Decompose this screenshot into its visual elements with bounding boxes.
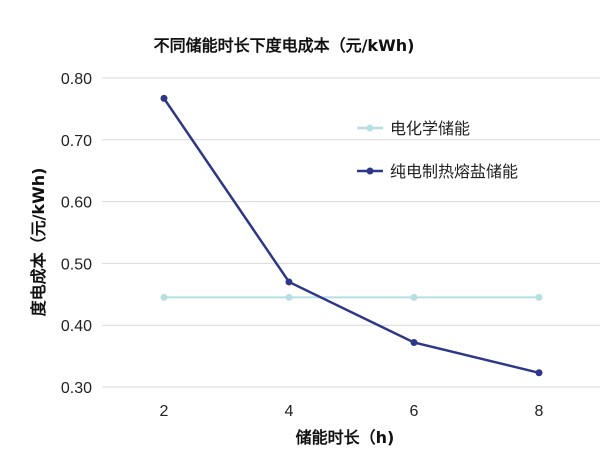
data-point: [535, 293, 543, 301]
y-axis-title: 度电成本（元/kWh): [29, 168, 48, 317]
data-point: [160, 293, 168, 301]
x-axis-ticks: 2 4 6 8: [160, 403, 544, 420]
y-tick-label: 0.60: [61, 195, 92, 212]
x-tick-label: 2: [160, 403, 169, 420]
legend-swatch-marker: [366, 124, 374, 132]
series-layer: [160, 94, 543, 377]
legend-label: 纯电制热熔盐储能: [390, 162, 518, 181]
x-axis-title: 储能时长（h): [295, 428, 395, 447]
series-line: [162, 97, 540, 375]
legend-item: 电化学储能: [357, 119, 470, 138]
data-point: [285, 278, 293, 286]
x-tick-label: 6: [410, 403, 419, 420]
y-tick-label: 0.30: [61, 380, 92, 397]
gridlines: [102, 77, 600, 388]
y-tick-label: 0.70: [61, 133, 92, 150]
series-1: [160, 293, 543, 301]
y-axis-ticks: 0.30 0.40 0.50 0.60 0.70 0.80: [61, 71, 92, 397]
data-point: [410, 339, 418, 347]
legend-swatch-marker: [366, 167, 374, 175]
data-point: [285, 293, 293, 301]
y-tick-label: 0.50: [61, 256, 92, 273]
y-tick-label: 0.40: [61, 318, 92, 335]
series-2: [160, 94, 543, 377]
data-point: [410, 293, 418, 301]
legend-item: 纯电制热熔盐储能: [357, 162, 518, 181]
data-point: [160, 94, 168, 102]
data-point: [535, 369, 543, 377]
y-tick-label: 0.80: [61, 71, 92, 88]
x-tick-label: 4: [285, 403, 294, 420]
legend-label: 电化学储能: [390, 119, 470, 138]
chart-title: 不同储能时长下度电成本（元/kWh): [154, 36, 415, 55]
x-tick-label: 8: [535, 403, 544, 420]
